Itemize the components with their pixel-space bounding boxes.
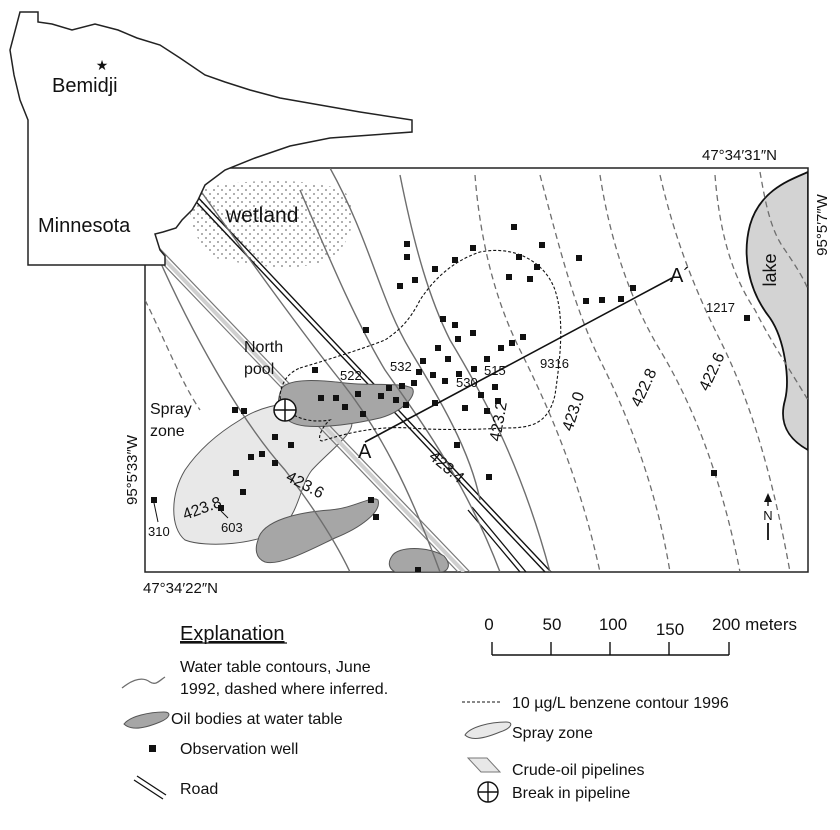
- wetland-label: wetland: [225, 204, 298, 227]
- coord-top-right: 47°34′31″N: [702, 147, 777, 164]
- legend-break-text: Break in pipeline: [512, 785, 630, 802]
- legend-contours-text-1: Water table contours, June: [180, 659, 371, 676]
- site-map: N wetland lake North pool Spray zone A A…: [124, 147, 831, 597]
- legend-title: Explanation: [180, 623, 285, 645]
- water-table-contours-inferred: [145, 171, 808, 572]
- section-label-a-prime: A´: [670, 265, 690, 287]
- legend-road-icon: [133, 775, 167, 800]
- contour-label: 423.2: [487, 400, 511, 442]
- coord-bottom-left: 47°34′22″N: [143, 580, 218, 597]
- pipeline-break-marker: [273, 398, 297, 422]
- observation-wells: [151, 224, 750, 572]
- scale-tick-label: 150: [656, 620, 684, 639]
- coord-left-edge: 95°5′33″W: [124, 434, 141, 505]
- legend-road-text: Road: [180, 781, 218, 798]
- legend-spray-zone-icon: [464, 721, 512, 739]
- north-arrow-label: N: [763, 508, 772, 523]
- well-label: 310: [148, 524, 170, 539]
- legend-spray-zone-text: Spray zone: [512, 725, 593, 742]
- bemidji-star-icon: ★: [96, 57, 109, 73]
- minnesota-inset: ★ Bemidji Minnesota: [9, 11, 413, 266]
- legend-well-icon: [149, 745, 156, 752]
- well-label: 9316: [540, 356, 569, 371]
- well-label: 515: [484, 363, 506, 378]
- legend-break-icon: [477, 781, 499, 803]
- legend: Explanation Water table contours, June 1…: [121, 623, 729, 803]
- spray-zone-label-2: zone: [150, 423, 185, 440]
- scale-tick-label: 50: [543, 615, 562, 634]
- oil-body-south: [255, 498, 379, 564]
- well-label: 603: [221, 520, 243, 535]
- lake-label: lake: [760, 253, 780, 286]
- benzene-contour: [279, 250, 562, 442]
- scale-tick-label: 100: [599, 615, 627, 634]
- well-label: 530: [456, 375, 478, 390]
- north-arrow: N: [763, 493, 773, 540]
- cross-section-line: [364, 277, 673, 443]
- well-label: 522: [340, 368, 362, 383]
- spray-zone-label-1: Spray: [150, 401, 192, 418]
- north-pool-label-1: North: [244, 339, 283, 356]
- minnesota-label: Minnesota: [38, 215, 131, 237]
- oil-body-north-pool: [278, 380, 414, 427]
- scale-tick-label: 0: [484, 615, 493, 634]
- legend-contours-text-2: 1992, dashed where inferred.: [180, 681, 388, 698]
- legend-oil-bodies-text: Oil bodies at water table: [171, 711, 343, 728]
- legend-oil-body-icon: [123, 711, 170, 729]
- section-label-a: A: [358, 441, 372, 463]
- water-table-contours: [154, 168, 551, 572]
- lake-area: [745, 171, 808, 452]
- legend-pipelines-text: Crude-oil pipelines: [512, 762, 645, 779]
- scale-bar: 0 50 100 150 200 meters: [484, 615, 797, 656]
- minnesota-outline: [9, 11, 413, 266]
- well-label: 1217: [706, 300, 735, 315]
- wetland-area: [189, 181, 353, 268]
- legend-contour-icon: [121, 676, 166, 689]
- bemidji-label: Bemidji: [52, 75, 118, 97]
- well-label: 532: [390, 359, 412, 374]
- legend-pipeline-icon: [466, 757, 502, 773]
- north-pool-label-2: pool: [244, 361, 274, 378]
- scale-tick-label: 200 meters: [712, 615, 797, 634]
- legend-well-text: Observation well: [180, 741, 298, 758]
- coord-right-edge: 95°5′7″W: [814, 193, 831, 255]
- legend-benzene-text: 10 µg/L benzene contour 1996: [512, 695, 729, 712]
